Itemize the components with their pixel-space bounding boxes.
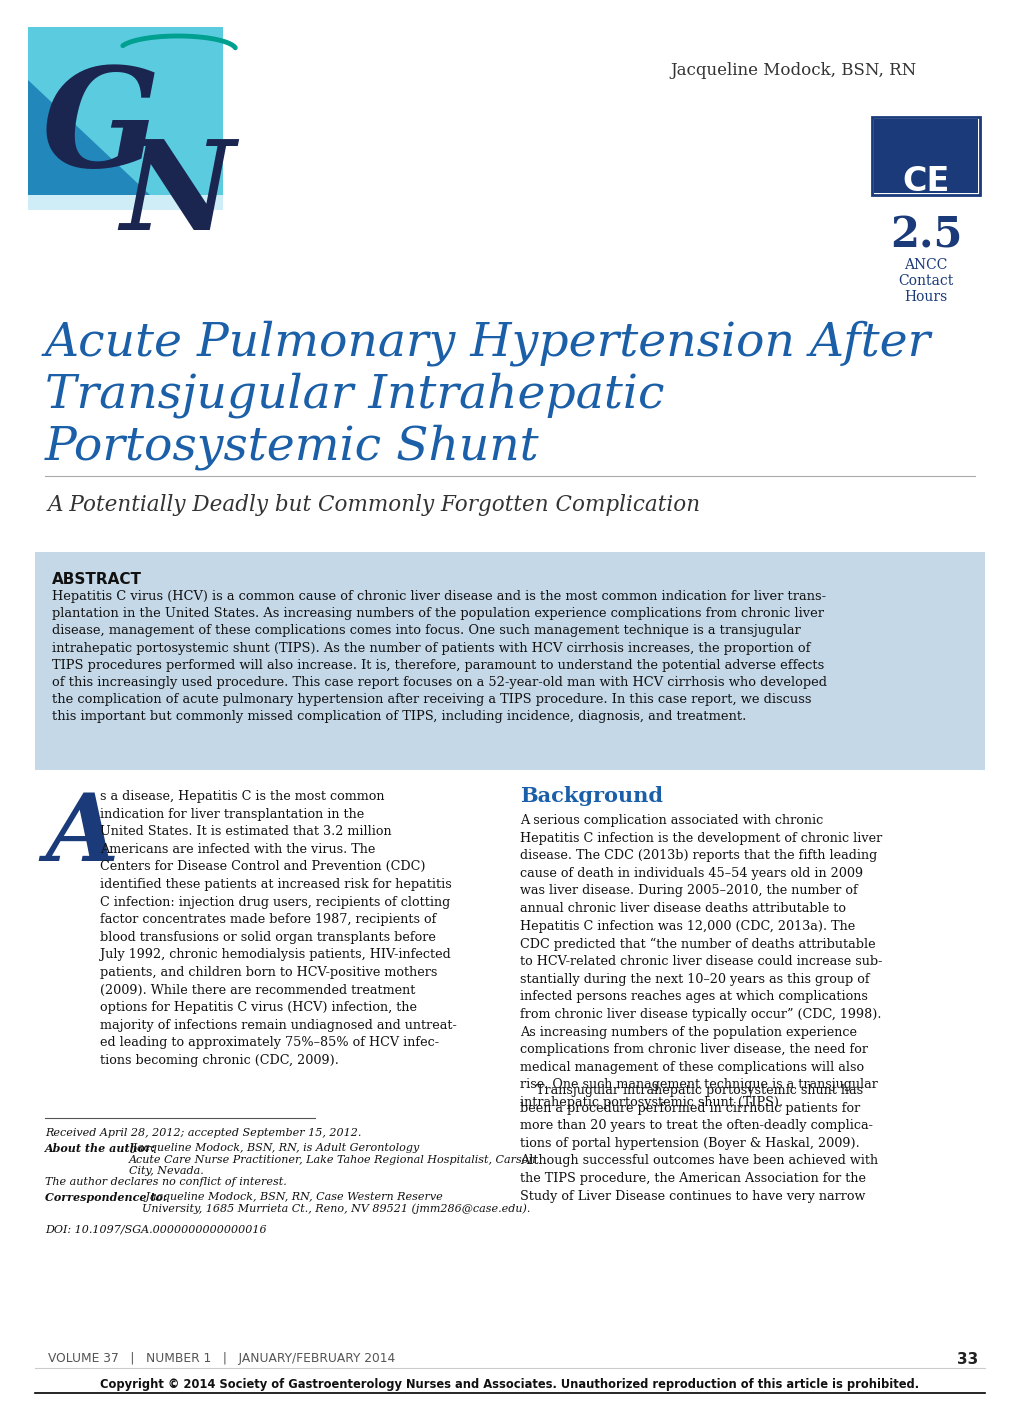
Text: Contact: Contact (898, 274, 953, 288)
Bar (871, 117, 979, 195)
Bar (28, 195, 223, 211)
Text: A: A (45, 790, 118, 880)
Text: Jacqueline Modock, BSN, RN: Jacqueline Modock, BSN, RN (669, 62, 915, 79)
Text: The author declares no conflict of interest.: The author declares no conflict of inter… (45, 1176, 286, 1186)
Text: s a disease, Hepatitis C is the most common
indication for liver transplantation: s a disease, Hepatitis C is the most com… (100, 790, 457, 1068)
Text: Acute Pulmonary Hypertension After: Acute Pulmonary Hypertension After (45, 320, 930, 366)
Text: Received April 28, 2012; accepted September 15, 2012.: Received April 28, 2012; accepted Septem… (45, 1128, 361, 1138)
Bar (35, 551, 984, 771)
Text: Copyright © 2014 Society of Gastroenterology Nurses and Associates. Unauthorized: Copyright © 2014 Society of Gastroentero… (100, 1379, 919, 1391)
Text: Hepatitis C virus (HCV) is a common cause of chronic liver disease and is the mo: Hepatitis C virus (HCV) is a common caus… (52, 590, 826, 724)
Bar (873, 119, 977, 192)
Text: Background: Background (520, 786, 662, 806)
Text: ANCC: ANCC (904, 257, 947, 271)
Text: VOLUME 37   |   NUMBER 1   |   JANUARY/FEBRUARY 2014: VOLUME 37 | NUMBER 1 | JANUARY/FEBRUARY … (48, 1352, 395, 1365)
Bar (28, 27, 223, 195)
Text: Jacqueline Modock, BSN, RN, Case Western Reserve
University, 1685 Murrieta Ct., : Jacqueline Modock, BSN, RN, Case Western… (142, 1192, 530, 1215)
Text: N: N (120, 134, 234, 256)
Text: A serious complication associated with chronic
Hepatitis C infection is the deve: A serious complication associated with c… (520, 814, 881, 1109)
Polygon shape (28, 81, 150, 195)
Text: 2.5: 2.5 (889, 215, 961, 257)
Text: Transjugular intrahepatic portosystemic shunt has
been a procedure performed in : Transjugular intrahepatic portosystemic … (520, 1085, 877, 1202)
Text: G: G (42, 62, 160, 197)
Text: Jacqueline Modock, BSN, RN, is Adult Gerontology
Acute Care Nurse Practitioner, : Jacqueline Modock, BSN, RN, is Adult Ger… (128, 1143, 536, 1176)
Text: DOI: 10.1097/SGA.0000000000000016: DOI: 10.1097/SGA.0000000000000016 (45, 1225, 266, 1234)
Text: Correspondence to:: Correspondence to: (45, 1192, 167, 1203)
Text: About the author:: About the author: (45, 1143, 156, 1154)
Text: ABSTRACT: ABSTRACT (52, 573, 142, 587)
Text: A Potentially Deadly but Commonly Forgotten Complication: A Potentially Deadly but Commonly Forgot… (48, 493, 700, 516)
Text: Transjugular Intrahepatic: Transjugular Intrahepatic (45, 372, 663, 417)
Text: 33: 33 (956, 1352, 977, 1367)
Text: Hours: Hours (904, 290, 947, 304)
Text: CE: CE (902, 165, 949, 198)
Text: Portosystemic Shunt: Portosystemic Shunt (45, 424, 539, 469)
